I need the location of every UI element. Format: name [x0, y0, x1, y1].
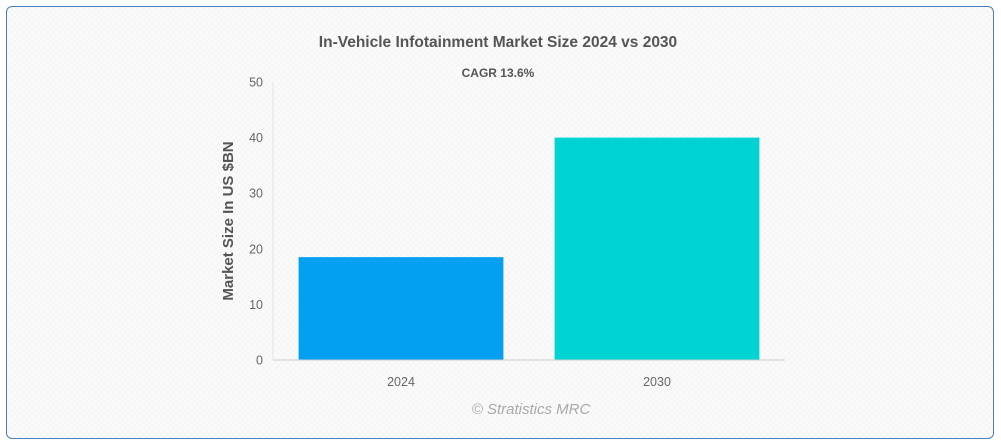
y-tick-label: 30	[249, 187, 263, 201]
y-tick-label: 50	[249, 76, 263, 90]
chart-title: In-Vehicle Infotainment Market Size 2024…	[319, 34, 677, 51]
y-axis-ticks: 0 10 20 30 40 50	[249, 76, 263, 368]
y-tick-label: 40	[249, 131, 263, 145]
x-tick-label: 2024	[387, 375, 415, 389]
chart-frame	[6, 6, 994, 439]
bars-group	[298, 137, 760, 360]
watermark: © Stratistics MRC	[472, 401, 591, 418]
y-tick-label: 20	[249, 242, 263, 256]
bar-2030[interactable]	[554, 137, 760, 360]
bar-2024[interactable]	[298, 257, 504, 360]
y-tick-label: 10	[249, 298, 263, 312]
x-tick-label: 2030	[643, 375, 671, 389]
y-axis-label: Market Size In US $BN	[220, 141, 237, 300]
chart-subtitle: CAGR 13.6%	[462, 66, 535, 80]
x-axis-ticks: 2024 2030	[387, 375, 671, 389]
y-tick-label: 0	[256, 354, 263, 368]
